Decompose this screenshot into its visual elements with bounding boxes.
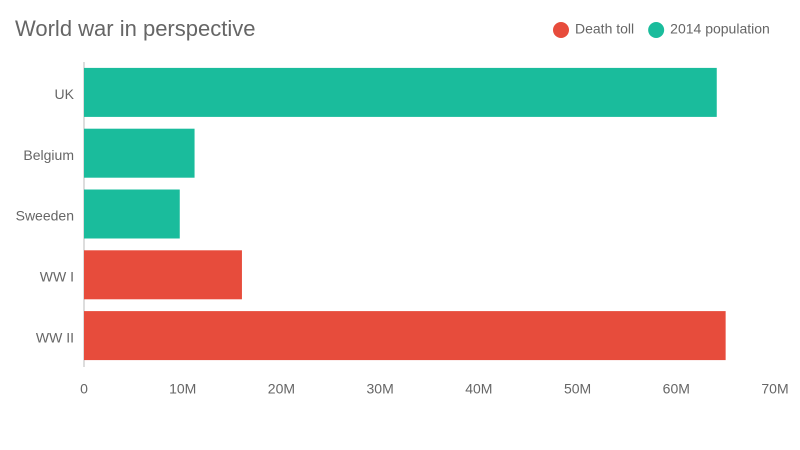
- y-tick-label: WW II: [36, 329, 74, 345]
- x-tick-label: 70M: [761, 381, 788, 397]
- y-tick-label: WW I: [40, 269, 74, 285]
- legend-label: Death toll: [575, 21, 634, 37]
- x-tick-label: 50M: [564, 381, 591, 397]
- legend-marker: [553, 22, 569, 38]
- bar: [84, 128, 195, 178]
- chart-title: World war in perspective: [15, 16, 255, 41]
- x-tick-label: 60M: [663, 381, 690, 397]
- y-tick-label: UK: [55, 86, 75, 102]
- legend-label: 2014 population: [670, 21, 770, 37]
- bar: [84, 67, 717, 117]
- legend-marker: [648, 22, 665, 38]
- bar: [84, 189, 180, 239]
- x-tick-label: 40M: [465, 381, 492, 397]
- x-tick-label: 0: [80, 381, 88, 397]
- x-tick-label: 30M: [367, 381, 394, 397]
- x-tick-label: 10M: [169, 381, 196, 397]
- bar: [84, 250, 242, 300]
- y-tick-label: Belgium: [23, 147, 74, 163]
- x-tick-label: 20M: [268, 381, 295, 397]
- y-tick-label: Sweeden: [16, 208, 74, 224]
- bar: [84, 311, 726, 361]
